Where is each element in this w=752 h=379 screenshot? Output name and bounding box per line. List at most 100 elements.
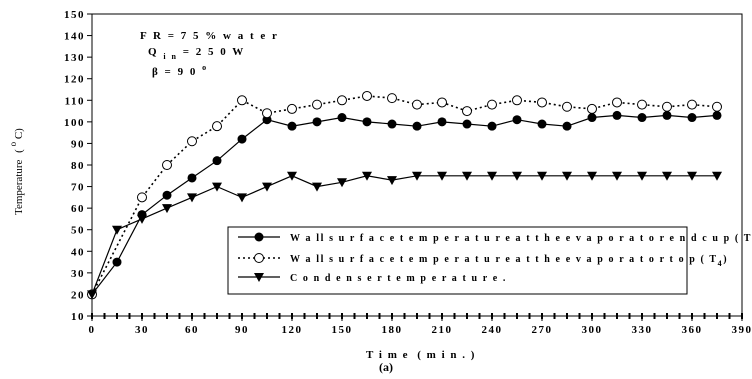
data-point-top	[512, 95, 522, 106]
data-point-top	[687, 99, 697, 110]
legend-label-top: W a ll s u r f a c e t e m p e r a t u r…	[290, 254, 728, 268]
data-point-condenser	[162, 204, 172, 214]
data-point-top	[712, 101, 722, 112]
legend-marker-top	[254, 253, 264, 263]
data-point-end-cup	[237, 134, 247, 144]
y-tick-label: 120	[64, 74, 85, 86]
y-tick-label: 10	[71, 311, 85, 323]
data-point-condenser	[487, 171, 497, 181]
y-tick-label: 130	[64, 52, 85, 64]
data-point-end-cup	[287, 121, 297, 131]
data-point-end-cup	[512, 115, 522, 125]
data-point-end-cup	[712, 110, 722, 120]
data-point-top	[487, 99, 497, 110]
legend-marker-condenser	[254, 273, 264, 282]
data-point-top	[387, 93, 397, 104]
data-point-top	[562, 101, 572, 112]
legend: W a ll s u r f a c e t e m p e r a t u r…	[238, 232, 752, 284]
data-point-condenser	[112, 225, 122, 235]
data-point-top	[187, 136, 197, 147]
x-tick-label: 360	[682, 324, 703, 336]
data-point-condenser	[212, 182, 222, 192]
data-point-top	[362, 90, 372, 101]
data-point-condenser	[287, 171, 297, 181]
axes	[87, 13, 743, 321]
y-tick-label: 110	[65, 95, 85, 107]
y-tick-label: 100	[64, 117, 85, 129]
data-point-end-cup	[562, 121, 572, 131]
y-tick-label: 50	[71, 225, 85, 237]
data-point-top	[437, 97, 447, 108]
data-point-end-cup	[312, 117, 322, 127]
data-point-end-cup	[337, 113, 347, 123]
x-tick-label: 150	[332, 324, 353, 336]
data-point-top	[262, 108, 272, 119]
data-point-condenser	[462, 171, 472, 181]
x-axis-label: T i m e ( m i n . )	[366, 349, 476, 361]
x-tick-label: 240	[482, 324, 503, 336]
data-point-top	[662, 101, 672, 112]
data-point-condenser	[387, 176, 397, 186]
y-tick-label: 90	[71, 138, 85, 150]
y-tick-label: 80	[71, 160, 85, 172]
legend-marker-end-cup	[254, 232, 264, 242]
data-point-end-cup	[537, 119, 547, 129]
y-tick-label: 150	[64, 9, 85, 21]
y-tick-label: 30	[71, 268, 85, 280]
data-point-end-cup	[412, 121, 422, 131]
series-condenser	[87, 171, 722, 300]
data-point-end-cup	[187, 173, 197, 183]
data-point-end-cup	[587, 113, 597, 123]
data-point-top	[287, 103, 297, 114]
data-point-condenser	[512, 171, 522, 181]
series-group	[87, 90, 722, 300]
data-point-end-cup	[462, 119, 472, 129]
data-point-end-cup	[162, 190, 172, 200]
tick-labels: 10 20 30 40 50 60 70 80 90 100 110 120 130 140 150 0 30 6…	[64, 9, 752, 336]
angle-annotation: β = 9 0 o	[152, 63, 208, 78]
x-tick-label: 0	[89, 324, 96, 336]
data-point-condenser	[537, 171, 547, 181]
legend-label-end-cup: W a ll s u r f a c e t e m p e r a t u r…	[290, 233, 752, 247]
data-point-top	[212, 121, 222, 132]
series-line-condenser	[91, 175, 717, 295]
x-tick-label: 90	[235, 324, 249, 336]
x-tick-label: 390	[732, 324, 752, 336]
data-point-top	[587, 103, 597, 114]
data-point-end-cup	[662, 110, 672, 120]
data-point-end-cup	[687, 113, 697, 123]
data-point-condenser	[87, 290, 97, 300]
data-point-top	[537, 97, 547, 108]
legend-label-condenser: C o n d e n s e r t e m p e r a t u r e …	[290, 273, 507, 284]
y-tick-label: 20	[71, 289, 85, 301]
data-point-condenser	[237, 193, 247, 203]
data-point-end-cup	[637, 113, 647, 123]
y-tick-label: 70	[71, 182, 85, 194]
data-point-condenser	[612, 171, 622, 181]
data-point-top	[137, 192, 147, 203]
data-point-condenser	[437, 171, 447, 181]
fill-ratio-annotation: F R = 7 5 % w a t e r	[140, 30, 279, 42]
data-point-top	[162, 160, 172, 170]
data-point-condenser	[562, 171, 572, 181]
data-point-end-cup	[112, 257, 122, 267]
y-tick-label: 60	[71, 203, 85, 215]
x-tick-label: 120	[282, 324, 303, 336]
data-point-condenser	[187, 193, 197, 203]
data-point-condenser	[137, 214, 147, 224]
data-point-end-cup	[487, 121, 497, 131]
data-point-end-cup	[387, 119, 397, 129]
data-point-top	[462, 106, 472, 117]
x-tick-label: 300	[582, 324, 603, 336]
x-tick-label: 270	[532, 324, 553, 336]
data-point-condenser	[312, 182, 322, 192]
y-tick-label: 40	[71, 246, 85, 258]
data-point-end-cup	[362, 117, 372, 127]
data-point-top	[612, 97, 622, 108]
data-point-condenser	[262, 182, 272, 192]
x-tick-label: 60	[185, 324, 199, 336]
data-point-top	[337, 95, 347, 106]
subfigure-label: (a)	[379, 360, 393, 374]
